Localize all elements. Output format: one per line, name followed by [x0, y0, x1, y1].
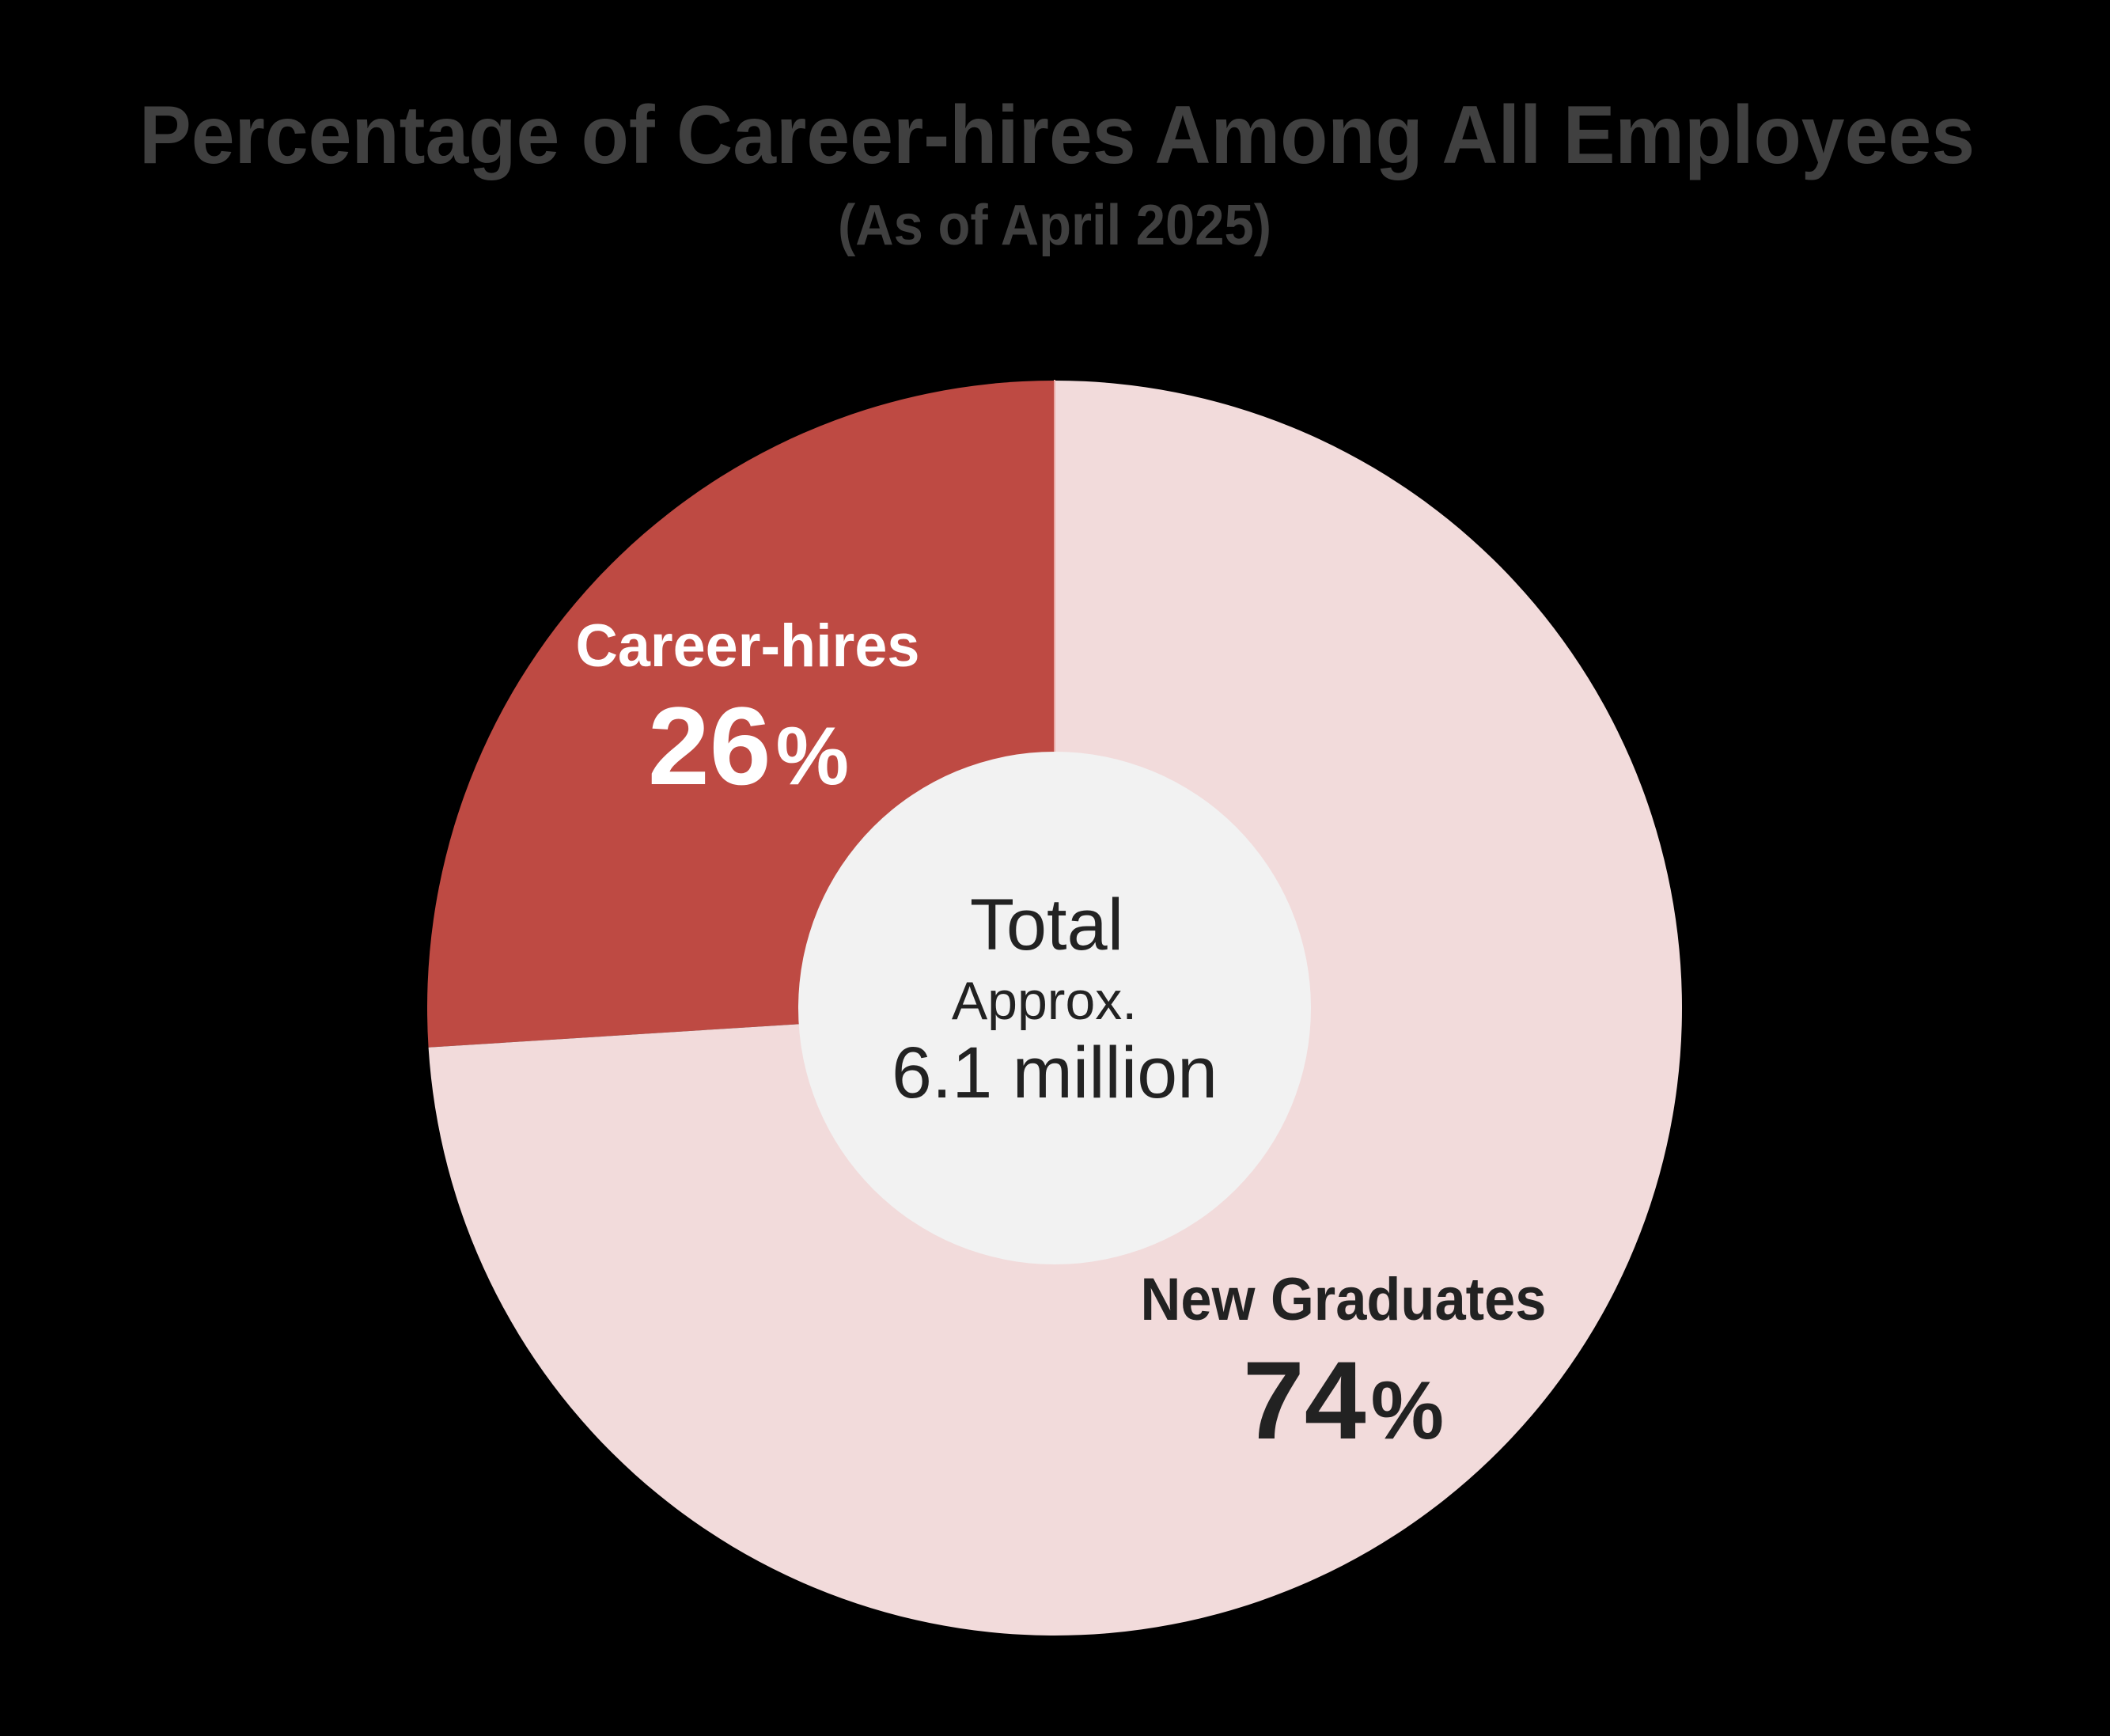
chart-title: Percentage of Career-hires Among All Emp…	[139, 89, 1975, 181]
center-approx-label: Approx.	[952, 971, 1137, 1031]
chart-subtitle: (As of April 2025)	[838, 194, 1271, 257]
donut-center	[798, 752, 1311, 1264]
center-total-value: 6.1 million	[892, 1033, 1218, 1113]
segment-label-new-graduates: New Graduates	[1141, 1266, 1547, 1333]
career-hires-percent-sign: %	[776, 711, 849, 802]
segment-label-career-hires: Career-hires	[576, 612, 920, 680]
career-hires-percent-number: 26	[648, 684, 771, 808]
new-graduates-percent-sign: %	[1371, 1365, 1444, 1457]
center-total-label: Total	[970, 885, 1123, 965]
segment-value-career-hires: 26%	[648, 684, 849, 808]
segment-value-new-graduates: 74%	[1243, 1338, 1444, 1462]
new-graduates-percent-number: 74	[1243, 1338, 1366, 1462]
